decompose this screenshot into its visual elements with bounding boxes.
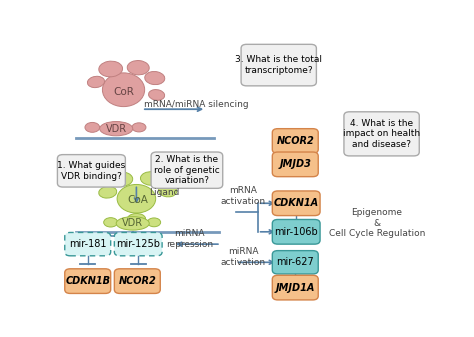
Text: CDKN1A: CDKN1A [273, 198, 319, 208]
Text: mir-627: mir-627 [276, 257, 314, 267]
Ellipse shape [147, 218, 161, 227]
FancyBboxPatch shape [57, 155, 125, 187]
Text: mRNA
activation: mRNA activation [220, 186, 265, 206]
Ellipse shape [85, 122, 100, 132]
Ellipse shape [111, 172, 133, 186]
Text: miRNA
repression: miRNA repression [166, 229, 213, 249]
Text: CoA: CoA [128, 195, 149, 205]
Text: JMJD1A: JMJD1A [275, 283, 315, 293]
Ellipse shape [87, 76, 105, 88]
Text: NCOR2: NCOR2 [276, 136, 314, 146]
Ellipse shape [99, 186, 117, 198]
Text: JMJD3: JMJD3 [279, 159, 311, 170]
Ellipse shape [127, 214, 146, 224]
Ellipse shape [148, 90, 164, 100]
Ellipse shape [116, 217, 149, 230]
Text: NCOR2: NCOR2 [118, 276, 156, 286]
Text: CDKN1B: CDKN1B [65, 276, 110, 286]
Ellipse shape [127, 61, 149, 75]
Text: mir-106b: mir-106b [274, 227, 318, 237]
FancyBboxPatch shape [272, 191, 320, 216]
Text: 2. What is the
role of genetic
variation?: 2. What is the role of genetic variation… [154, 155, 220, 185]
FancyBboxPatch shape [114, 269, 160, 294]
Text: 1. What guides
VDR binding?: 1. What guides VDR binding? [57, 161, 126, 181]
Text: Epigenome
&
Cell Cycle Regulation: Epigenome & Cell Cycle Regulation [329, 209, 425, 238]
Text: mir-181: mir-181 [69, 239, 107, 249]
FancyBboxPatch shape [272, 129, 318, 153]
Text: Ligand: Ligand [149, 188, 180, 197]
Ellipse shape [145, 71, 165, 85]
Ellipse shape [117, 184, 155, 213]
Text: miRNA
activation: miRNA activation [220, 247, 265, 267]
Text: 3. What is the total
transcriptome?: 3. What is the total transcriptome? [235, 55, 322, 75]
FancyBboxPatch shape [344, 112, 419, 156]
FancyBboxPatch shape [272, 275, 318, 300]
FancyBboxPatch shape [272, 152, 318, 177]
Ellipse shape [132, 123, 146, 132]
Text: VDR: VDR [106, 124, 127, 134]
FancyBboxPatch shape [65, 269, 110, 294]
FancyBboxPatch shape [114, 233, 162, 256]
FancyBboxPatch shape [272, 251, 318, 274]
Ellipse shape [158, 185, 177, 197]
Ellipse shape [100, 122, 133, 136]
FancyBboxPatch shape [65, 233, 110, 256]
Ellipse shape [99, 61, 123, 77]
Text: CoR: CoR [113, 87, 134, 97]
FancyBboxPatch shape [241, 44, 316, 86]
Ellipse shape [140, 172, 162, 185]
Text: mRNA/miRNA silencing: mRNA/miRNA silencing [144, 99, 248, 109]
Text: VDR: VDR [122, 218, 143, 228]
Text: 4. What is the
impact on health
and disease?: 4. What is the impact on health and dise… [343, 119, 420, 149]
Ellipse shape [104, 218, 118, 227]
FancyBboxPatch shape [151, 152, 223, 188]
Ellipse shape [102, 73, 145, 106]
Text: mir-125b: mir-125b [116, 239, 160, 249]
FancyBboxPatch shape [272, 219, 320, 244]
